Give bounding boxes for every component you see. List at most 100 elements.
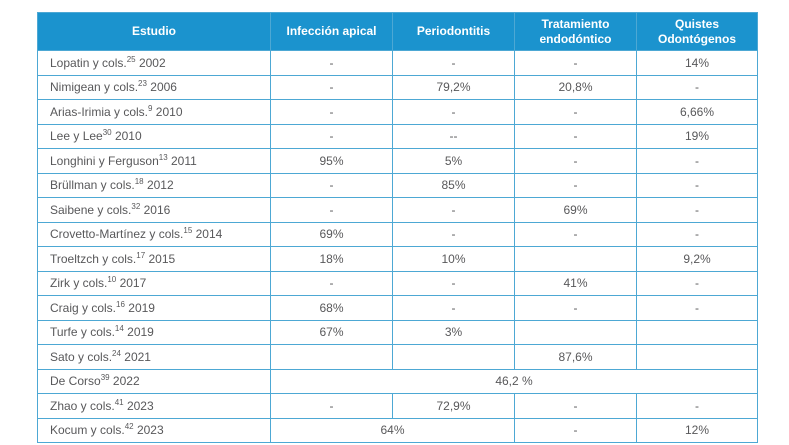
column-header-periodontitis: Periodontitis (392, 12, 515, 51)
study-cell: Zirk y cols.10 2017 (37, 270, 271, 296)
reference-superscript: 16 (116, 299, 125, 309)
study-cell: Troeltzch y cols.17 2015 (37, 246, 271, 272)
value-cell: - (636, 172, 758, 198)
value-cell: 72,9% (392, 393, 515, 419)
study-cell: Zhao y cols.41 2023 (37, 393, 271, 419)
reference-superscript: 14 (114, 324, 124, 334)
value-cell: - (514, 148, 637, 174)
study-year: 2010 (111, 129, 142, 144)
value-cell: 69% (514, 197, 637, 223)
value-cell: 10% (392, 246, 515, 272)
study-name: Nimigean y cols. (50, 80, 139, 95)
study-name: Longhini y Ferguson (50, 153, 159, 168)
value-cell: 20,8% (514, 74, 637, 100)
study-name: Lopatin y cols. (50, 55, 127, 70)
value-cell: - (270, 99, 393, 125)
reference-superscript: 13 (158, 152, 168, 162)
study-year: 2006 (146, 80, 177, 95)
table-row: Turfe y cols.14 2019 67% 3% (37, 319, 758, 345)
value-cell: 68% (270, 295, 393, 321)
value-cell: 14% (636, 50, 758, 76)
reference-superscript: 42 (124, 422, 134, 432)
study-cell: De Corso39 2022 (37, 368, 271, 394)
value-cell: 41% (514, 270, 637, 296)
value-cell: - (514, 221, 637, 247)
study-year: 2019 (123, 325, 154, 340)
value-cell (636, 319, 758, 345)
study-name: Kocum y cols. (50, 423, 125, 438)
value-cell: - (270, 74, 393, 100)
study-cell: Crovetto-Martínez y cols.15 2014 (37, 221, 271, 247)
study-name: Craig y cols. (50, 300, 117, 315)
study-name: Arias-Irimia y cols. (50, 104, 149, 119)
study-name: Sato y cols. (50, 349, 113, 364)
table-row: Nimigean y cols.23 2006-79,2% 20,8% - (37, 74, 758, 100)
value-cell (514, 319, 637, 345)
value-cell: - (636, 197, 758, 223)
study-year: 2023 (123, 398, 154, 413)
value-cell: 85% (392, 172, 515, 198)
study-year: 2014 (192, 227, 223, 242)
table-row: Craig y cols.16 2019 68% - - - (37, 295, 758, 321)
value-cell: 18% (270, 246, 393, 272)
header-row: Estudio Infección apical Periodontitis T… (37, 12, 758, 51)
study-cell: Brüllman y cols.18 2012 (37, 172, 271, 198)
value-cell: - (392, 99, 515, 125)
value-cell: - (392, 295, 515, 321)
study-year: 2015 (145, 251, 176, 266)
study-cell: Arias-Irimia y cols.9 2010 (37, 99, 271, 125)
studies-table: Estudio Infección apical Periodontitis T… (37, 12, 758, 443)
value-cell: 19% (636, 123, 758, 149)
value-cell: - (514, 123, 637, 149)
value-cell: - (636, 221, 758, 247)
study-cell: Turfe y cols.14 2019 (37, 319, 271, 345)
reference-superscript: 9 (148, 103, 153, 113)
study-name: Saibene y cols. (50, 202, 132, 217)
value-cell: 67% (270, 319, 393, 345)
study-year: 2016 (140, 202, 171, 217)
reference-superscript: 17 (136, 250, 146, 260)
value-cell: 46,2 % (270, 368, 758, 394)
study-year: 2022 (109, 374, 140, 389)
reference-superscript: 15 (183, 226, 193, 236)
reference-superscript: 39 (100, 373, 110, 383)
study-name: Brüllman y cols. (50, 178, 135, 193)
column-header-tratamiento-endodontico: Tratamiento endodóntico (514, 12, 637, 51)
study-name: Turfe y cols. (50, 325, 115, 340)
value-cell: 9,2% (636, 246, 758, 272)
table-row: Kocum y cols.42 2023 64% -12% (37, 417, 758, 443)
value-cell: - (514, 172, 637, 198)
study-year: 2017 (116, 276, 147, 291)
table-row: Brüllman y cols.18 2012-85% - - (37, 172, 758, 198)
table-row: Zirk y cols.10 2017- -41% - (37, 270, 758, 296)
study-year: 2012 (143, 178, 174, 193)
study-name: Crovetto-Martínez y cols. (50, 227, 184, 242)
value-cell: - (270, 50, 393, 76)
value-cell: 3% (392, 319, 515, 345)
study-year: 2002 (135, 55, 166, 70)
table-row: Lopatin y cols.25 2002- - -14% (37, 50, 758, 76)
table-row: Troeltzch y cols.17 2015 18% 10% 9,2% (37, 246, 758, 272)
study-name: Lee y Lee (50, 129, 103, 144)
study-year: 2023 (133, 423, 164, 438)
study-name: Troeltzch y cols. (50, 251, 137, 266)
table-row: Saibene y cols.32 2016- -69% - (37, 197, 758, 223)
value-cell: - (392, 50, 515, 76)
value-cell: 6,66% (636, 99, 758, 125)
table-row: Lee y Lee30 2010- -- -19% (37, 123, 758, 149)
study-cell: Saibene y cols.32 2016 (37, 197, 271, 223)
value-cell (392, 344, 515, 370)
study-year: 2011 (167, 153, 197, 168)
value-cell: 64% (270, 417, 515, 443)
value-cell: - (636, 270, 758, 296)
reference-superscript: 18 (134, 177, 144, 187)
table-row: Crovetto-Martínez y cols.15 2014 69% - - - (37, 221, 758, 247)
table-body: Lopatin y cols.25 2002- - -14% Nimigean y c… (37, 50, 758, 443)
reference-superscript: 41 (114, 397, 124, 407)
value-cell (514, 246, 637, 272)
table-header: Estudio Infección apical Periodontitis T… (37, 12, 758, 51)
value-cell: - (514, 50, 637, 76)
reference-superscript: 23 (138, 79, 147, 89)
value-cell: 95% (270, 148, 393, 174)
studies-table-container: Estudio Infección apical Periodontitis T… (37, 12, 758, 443)
